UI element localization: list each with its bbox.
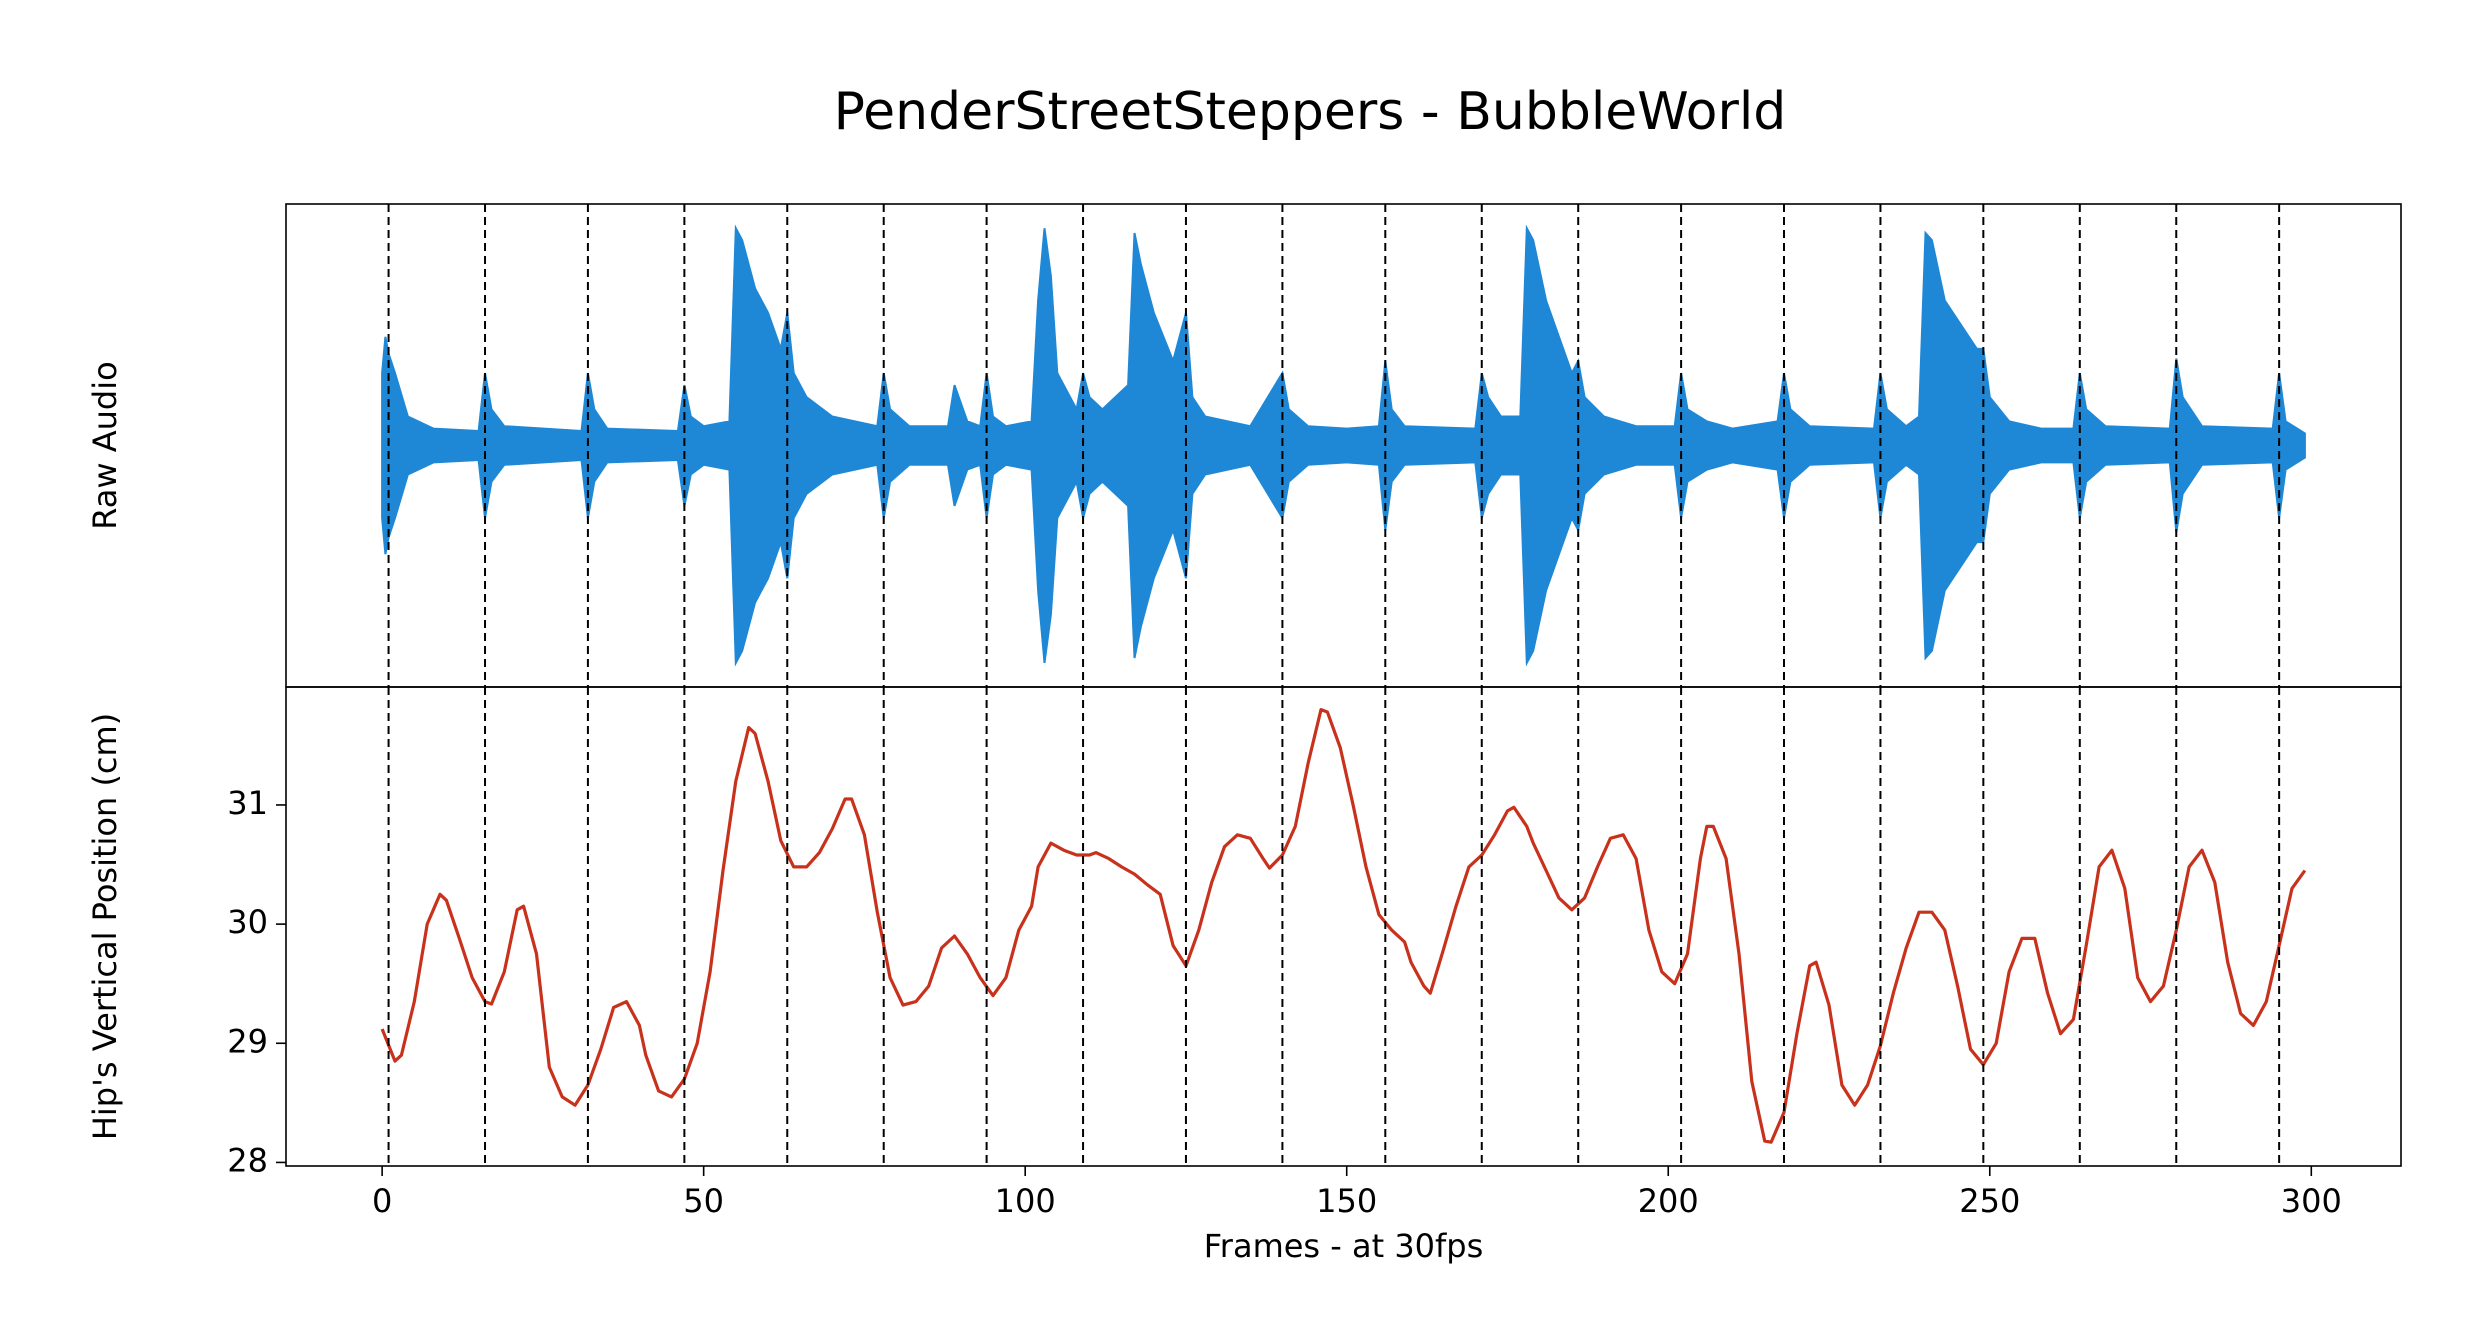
x-tick-label: 100 <box>995 1182 1056 1220</box>
x-tick-label: 150 <box>1316 1182 1377 1220</box>
x-tick-label: 0 <box>372 1182 392 1220</box>
x-tick-label: 250 <box>1959 1182 2020 1220</box>
x-tick-label: 300 <box>2281 1182 2342 1220</box>
y-tick-label: 30 <box>227 903 268 941</box>
chart-title: PenderStreetSteppers - BubbleWorld <box>834 82 1787 142</box>
axes-frame <box>285 686 2402 1167</box>
y-axis-label: Hip's Vertical Position (cm) <box>86 713 124 1140</box>
audio-waveform <box>381 224 2306 667</box>
y-tick-label: 29 <box>227 1022 268 1060</box>
y-tick-label: 28 <box>227 1141 268 1179</box>
hip-line <box>380 708 2307 1144</box>
x-axis-label: Frames - at 30fps <box>1204 1227 1484 1265</box>
x-tick-label: 50 <box>683 1182 724 1220</box>
y-axis-label: Raw Audio <box>86 361 124 529</box>
x-tick-label: 200 <box>1638 1182 1699 1220</box>
y-tick-label: 31 <box>227 784 268 822</box>
